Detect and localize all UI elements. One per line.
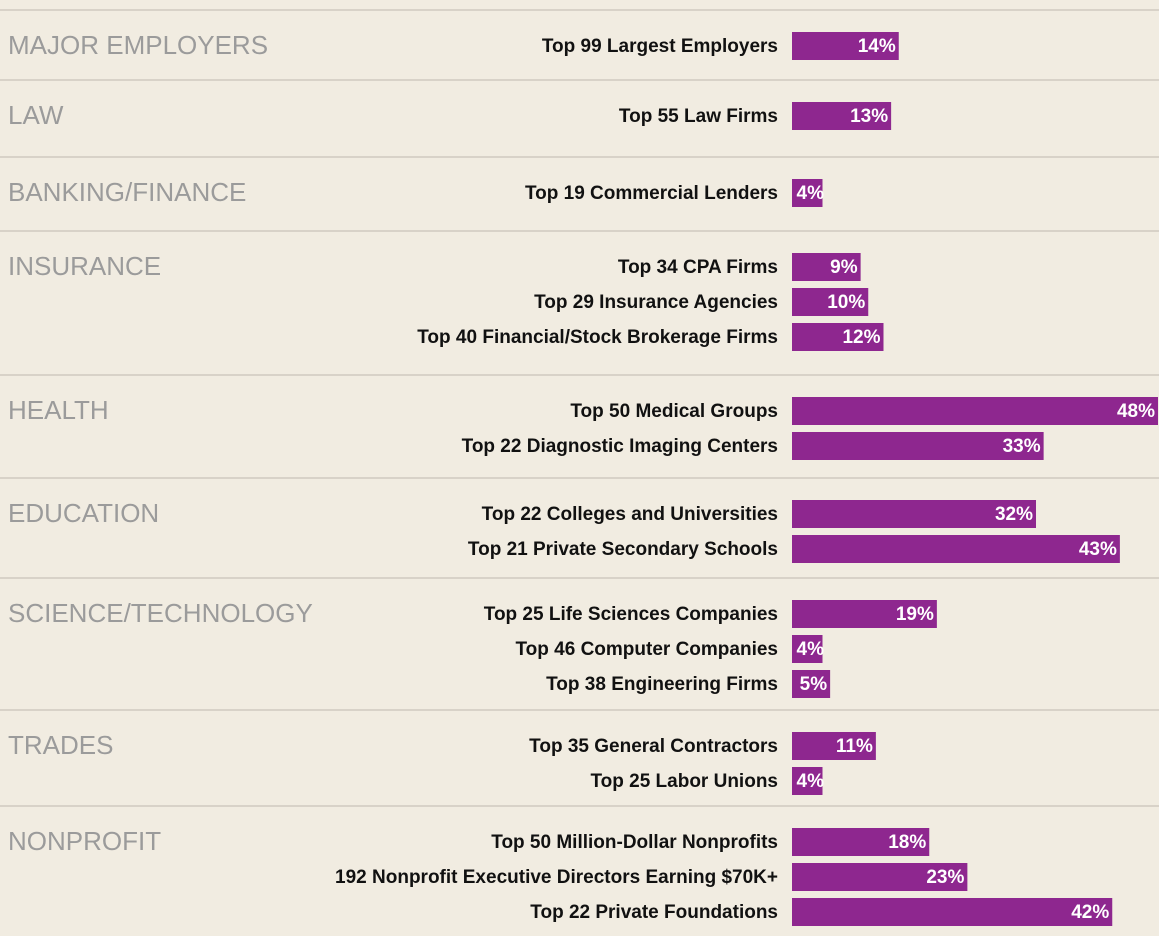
bar (792, 432, 1044, 460)
bar (792, 288, 869, 316)
value-label: 9% (830, 257, 858, 278)
bar (792, 732, 876, 760)
category-label: Top 22 Diagnostic Imaging Centers (462, 436, 778, 457)
group-name: LAW (8, 100, 64, 130)
value-label: 5% (800, 674, 828, 695)
bar (792, 863, 968, 891)
category-label: Top 22 Private Foundations (530, 902, 778, 923)
group-name: SCIENCE/TECHNOLOGY (8, 598, 313, 628)
bar (792, 670, 831, 698)
value-label: 48% (1117, 401, 1155, 422)
bar (792, 535, 1120, 563)
value-label: 19% (896, 604, 934, 625)
bar (792, 397, 1158, 425)
value-label: 4% (797, 639, 825, 660)
category-label: Top 99 Largest Employers (542, 36, 778, 57)
bar (792, 767, 823, 795)
category-label: Top 35 General Contractors (529, 736, 778, 757)
value-label: 23% (926, 867, 964, 888)
value-label: 4% (797, 771, 825, 792)
category-label: Top 29 Insurance Agencies (534, 292, 778, 313)
value-label: 4% (797, 183, 825, 204)
value-label: 33% (1003, 436, 1041, 457)
category-label: Top 34 CPA Firms (618, 257, 778, 278)
category-label: Top 19 Commercial Lenders (525, 183, 778, 204)
category-label: Top 55 Law Firms (619, 106, 778, 127)
bar (792, 635, 823, 663)
value-label: 42% (1071, 902, 1109, 923)
bar (792, 600, 937, 628)
bar (792, 253, 861, 281)
category-label: Top 50 Million-Dollar Nonprofits (491, 832, 778, 853)
group-name: HEALTH (8, 395, 109, 425)
category-label: Top 38 Engineering Firms (546, 674, 778, 695)
group-name: EDUCATION (8, 498, 159, 528)
category-label: Top 22 Colleges and Universities (482, 504, 778, 525)
category-label: Top 21 Private Secondary Schools (468, 539, 778, 560)
value-label: 11% (836, 736, 873, 757)
bar (792, 500, 1036, 528)
group-name: TRADES (8, 730, 113, 760)
bar (792, 179, 823, 207)
bar (792, 102, 892, 130)
value-label: 43% (1079, 539, 1117, 560)
value-label: 10% (827, 292, 865, 313)
category-label: Top 25 Life Sciences Companies (484, 604, 778, 625)
group-name: BANKING/FINANCE (8, 177, 246, 207)
group-name: MAJOR EMPLOYERS (8, 30, 268, 60)
category-label: 192 Nonprofit Executive Directors Earnin… (335, 867, 778, 888)
bar (792, 828, 930, 856)
category-label: Top 50 Medical Groups (570, 401, 778, 422)
category-label: Top 25 Labor Unions (590, 771, 778, 792)
category-label: Top 40 Financial/Stock Brokerage Firms (417, 327, 778, 348)
bar (792, 898, 1113, 926)
value-label: 18% (888, 832, 926, 853)
value-label: 12% (842, 327, 880, 348)
bar (792, 323, 884, 351)
value-label: 14% (858, 36, 896, 57)
bar (792, 32, 899, 60)
value-label: 13% (850, 106, 888, 127)
group-name: INSURANCE (8, 251, 161, 281)
category-label: Top 46 Computer Companies (515, 639, 778, 660)
group-name: NONPROFIT (8, 826, 161, 856)
value-label: 32% (995, 504, 1033, 525)
